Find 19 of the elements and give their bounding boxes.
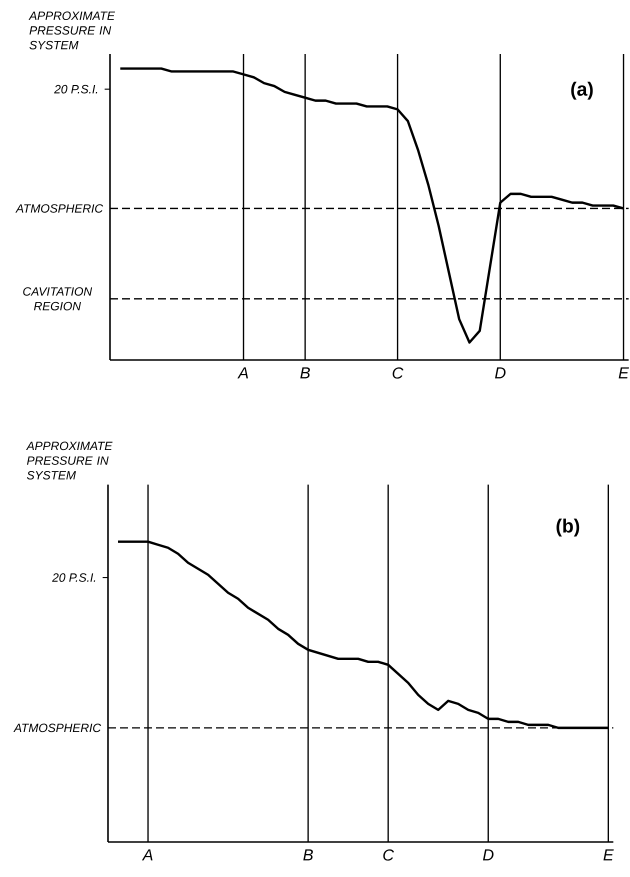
x-tick-label: C [383, 849, 394, 861]
y-axis-title: APPROXIMATE PRESSURE IN SYSTEM [28, 12, 116, 50]
x-tick-label: C [392, 367, 404, 379]
x-tick-label: E [603, 849, 614, 860]
x-tick-label: D [482, 849, 494, 860]
ref-line-label: ATMOSPHERIC [15, 204, 104, 213]
chart-title: (b) [556, 518, 580, 536]
text: 20 P.S.I. [54, 84, 98, 94]
x-tick-label: B [303, 849, 313, 860]
text: 20 P.S.I. [52, 573, 96, 582]
x-tick-label: A [237, 367, 248, 378]
ref-line-label: ATMOSPHERIC [13, 724, 102, 732]
ref-line-label: CAVITATION REGION [23, 287, 92, 310]
x-tick-label: A [142, 849, 152, 860]
x-tick-label: E [618, 367, 629, 378]
x-tick-label: D [495, 367, 506, 378]
x-tick-label: B [300, 367, 310, 378]
y-axis-title: APPROXIMATE PRESSURE IN SYSTEM [26, 442, 113, 480]
text: (a) [571, 82, 593, 100]
